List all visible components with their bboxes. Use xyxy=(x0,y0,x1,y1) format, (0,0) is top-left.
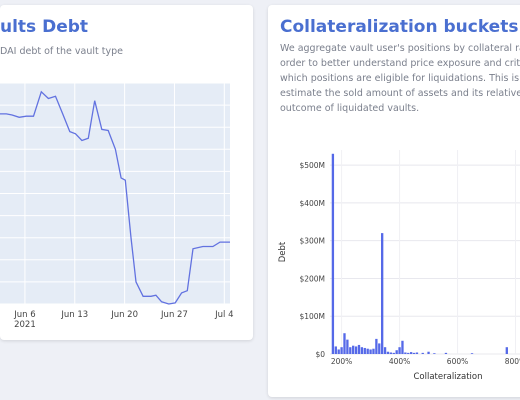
bar xyxy=(401,340,404,354)
y-tick-label: $500M xyxy=(299,161,325,170)
bar xyxy=(421,352,424,354)
x-tick-sublabel: 2021 xyxy=(14,320,36,330)
bar xyxy=(334,346,337,354)
vault-debt-subtitle: DAI debt of the vault type xyxy=(0,46,123,57)
bar xyxy=(340,347,343,354)
x-tick-label: Jul 4 xyxy=(214,310,233,320)
bar xyxy=(346,339,349,354)
bar xyxy=(404,352,407,354)
bar xyxy=(383,347,387,354)
bar xyxy=(360,347,364,354)
bar xyxy=(378,343,381,354)
collateralization-description: We aggregate vault user's positions by c… xyxy=(280,41,520,116)
x-tick-label: Jun 20 xyxy=(110,310,138,320)
x-axis-title: Collateralization xyxy=(413,372,482,382)
bar xyxy=(349,347,352,354)
y-axis-title: Debt xyxy=(278,241,288,262)
x-tick-label: Jun 27 xyxy=(160,310,188,320)
description-line: which positions are eligible for liquida… xyxy=(280,73,520,84)
x-tick-label: 800% xyxy=(505,357,520,366)
x-tick-label: 200% xyxy=(331,357,352,366)
bar xyxy=(381,233,384,354)
x-tick-label: Jun 13 xyxy=(60,310,88,320)
description-line: order to better understand price exposur… xyxy=(280,58,520,69)
bar xyxy=(343,333,346,354)
bar xyxy=(470,353,474,354)
bar xyxy=(410,352,413,354)
bar xyxy=(412,352,416,354)
bar xyxy=(386,351,390,354)
bar xyxy=(415,352,419,354)
x-tick-label: 400% xyxy=(389,357,410,366)
bar xyxy=(372,348,375,354)
bar xyxy=(352,345,355,354)
bar xyxy=(369,349,372,354)
y-tick-label: $300M xyxy=(299,237,325,246)
vault-debt-series-line xyxy=(0,90,230,305)
bar xyxy=(427,351,430,354)
y-tick-label: $100M xyxy=(299,312,325,321)
x-tick-label: Jun 6 xyxy=(13,310,35,320)
bar xyxy=(407,352,410,354)
bar xyxy=(392,352,395,354)
bar xyxy=(444,352,448,354)
bar xyxy=(337,349,340,354)
y-tick-label: $0 xyxy=(315,350,325,359)
bar xyxy=(363,347,366,354)
bar xyxy=(354,346,358,354)
bar xyxy=(331,153,335,354)
bar xyxy=(505,347,508,354)
collateralization-title: Collateralization buckets xyxy=(280,17,519,37)
description-line: We aggregate vault user's positions by c… xyxy=(280,43,520,54)
y-tick-label: $400M xyxy=(299,199,325,208)
bar xyxy=(433,353,436,354)
vault-debt-title: ults Debt xyxy=(0,17,89,37)
description-line: estimate the sold amount of assets and i… xyxy=(280,88,520,99)
vault-debt-card: ults Debt DAI debt of the vault type Jun… xyxy=(0,5,253,340)
bar xyxy=(375,338,378,354)
bar xyxy=(389,352,393,354)
y-tick-label: $200M xyxy=(299,274,325,283)
x-tick-label: 600% xyxy=(447,357,468,366)
bar xyxy=(357,344,361,354)
bar xyxy=(366,348,369,354)
bar xyxy=(398,347,401,354)
bar xyxy=(395,350,398,354)
collateralization-card: Collateralization buckets We aggregate v… xyxy=(268,5,520,397)
description-line: outcome of liquidated vaults. xyxy=(280,103,420,114)
collateralization-bar-chart[interactable]: $0 $100M $200M $300M $400M $500M 200% 400% 600% 8… xyxy=(268,5,520,397)
